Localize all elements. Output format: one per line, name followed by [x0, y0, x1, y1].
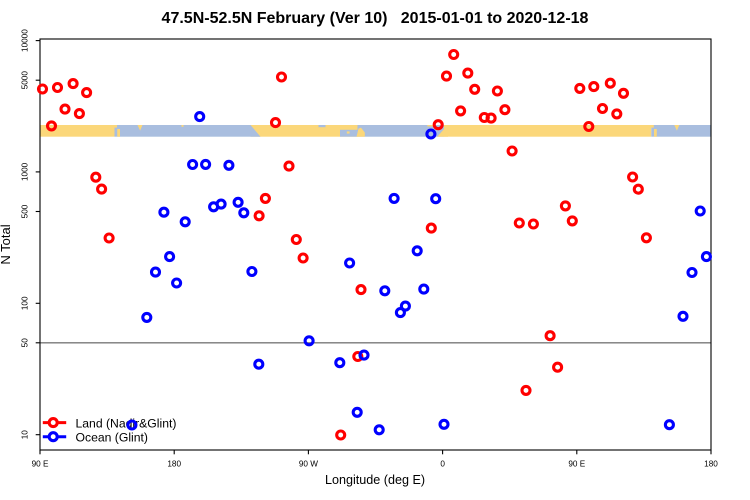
svg-text:1000: 1000 [21, 162, 30, 181]
svg-text:Longitude (deg E): Longitude (deg E) [325, 473, 425, 487]
svg-text:10: 10 [21, 430, 30, 440]
svg-text:500: 500 [21, 204, 30, 218]
svg-text:0: 0 [440, 460, 445, 469]
svg-text:90 E: 90 E [568, 460, 585, 469]
svg-text:Land (Nadir&Glint): Land (Nadir&Glint) [76, 416, 177, 430]
svg-text:5000: 5000 [21, 71, 30, 90]
svg-text:50: 50 [21, 338, 30, 348]
svg-text:47.5N-52.5N February (Ver 10): 47.5N-52.5N February (Ver 10) 2015-01-01… [162, 10, 589, 27]
svg-text:Ocean (Glint): Ocean (Glint) [76, 431, 148, 445]
svg-text:90 E: 90 E [32, 460, 49, 469]
svg-text:10000: 10000 [21, 29, 30, 52]
svg-text:100: 100 [21, 296, 30, 310]
svg-text:180: 180 [704, 460, 718, 469]
svg-text:90 W: 90 W [299, 460, 318, 469]
svg-text:N Total: N Total [0, 224, 13, 264]
svg-text:180: 180 [167, 460, 181, 469]
